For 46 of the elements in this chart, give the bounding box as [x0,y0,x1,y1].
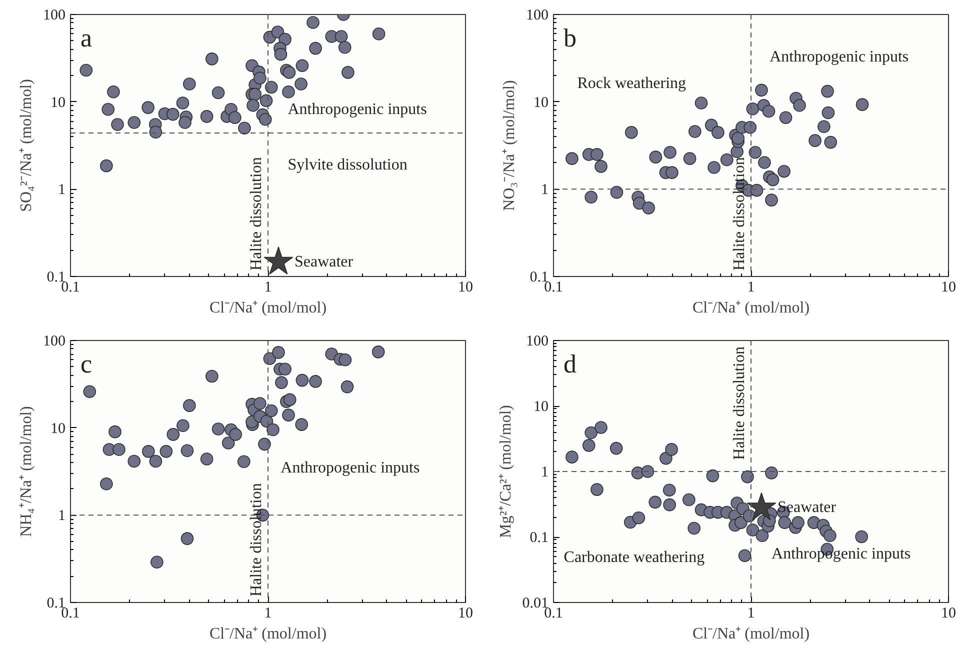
chart-title: b [564,24,576,52]
y-tick-label: 100 [526,334,548,350]
x-tick-label: 10 [941,606,956,622]
y-tick-label: 10 [50,94,66,111]
x-axis-title: Cl⁻/Na⁺ (mol/mol) [692,300,810,316]
ref-line-label: Halite dissolution [248,483,265,596]
annotation: Anthropogenic inputs [772,546,911,563]
annotation: Anthropogenic inputs [280,459,420,476]
y-tick-label: 10 [534,399,548,415]
annotation: Sylvite dissolution [288,156,408,174]
x-axis-title: Cl⁻/Na⁺ (mol/mol) [209,626,327,642]
annotation: Carbonate weathering [564,549,705,566]
y-axis-title: NH₄⁺/Na⁺ (mol/mol) [18,406,35,537]
y-axis-title: Mg²⁺/Ca²⁺ (mol/mol) [497,405,514,538]
y-tick-label: 100 [43,8,66,24]
y-tick-label: 1 [58,182,66,198]
y-tick-label: 1 [541,182,548,198]
y-axis-title: SO₄²⁻/Na⁺ (mol/mol) [18,79,35,212]
x-axis-title: Cl⁻/Na⁺ (mol/mol) [692,626,810,642]
x-axis-title: Cl⁻/Na⁺ (mol/mol) [209,300,327,316]
x-tick-label: 1 [747,280,755,296]
y-tick-label: 100 [526,8,548,24]
chart-title: c [80,350,92,378]
y-axis-title: NO₃⁻/Na⁺ (mol/mol) [501,80,518,211]
x-tick-label: 1 [264,606,272,622]
annotation: Rock weathering [577,75,686,92]
x-tick-label: 1 [747,606,755,622]
y-tick-label: 10 [50,420,66,437]
annotation: Anthropogenic inputs [288,100,427,118]
ref-line-label: Halite dissolution [248,157,265,270]
x-tick-label: 10 [458,280,473,296]
chart-title: d [564,350,576,378]
y-tick-label: 10 [534,94,548,111]
y-tick-label: 1 [58,508,66,524]
series-label: Seawater [294,253,354,270]
chart-title: a [80,24,92,52]
x-tick-label: 10 [458,606,473,622]
y-tick-label: 0.1 [530,530,548,546]
y-tick-label: 100 [43,334,66,350]
ref-line-label: Halite dissolution [731,157,748,270]
x-tick-label: 1 [264,280,272,296]
x-tick-label: 10 [941,280,956,296]
series-label: Seawater [777,499,837,516]
annotation: Anthropogenic inputs [770,48,909,66]
ref-line-label: Halite dissolution [731,346,748,460]
y-tick-label: 1 [541,464,548,480]
